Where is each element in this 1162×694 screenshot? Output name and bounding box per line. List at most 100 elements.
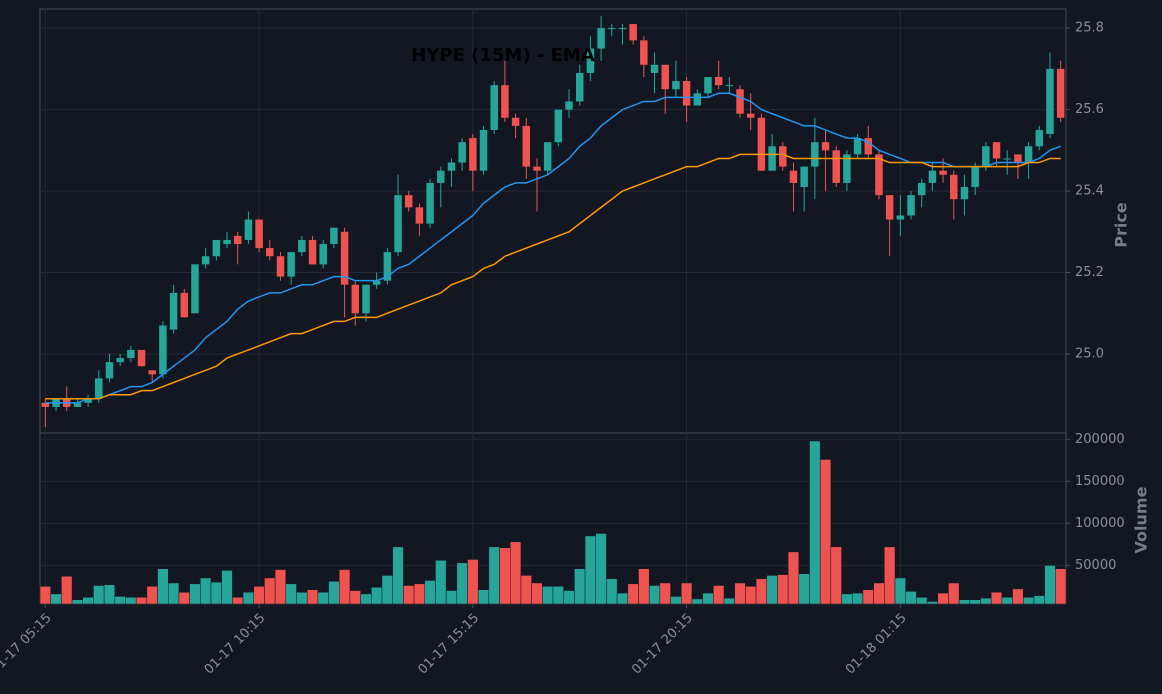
volume-bar: [520, 575, 532, 605]
candle-body: [276, 256, 285, 277]
volume-bar: [242, 591, 254, 605]
y-tick-label: 25.2: [1075, 265, 1104, 280]
volume-bar: [424, 580, 436, 605]
volume-bar: [435, 560, 447, 605]
candle-body: [586, 48, 595, 73]
candle-body: [201, 256, 210, 265]
volume-bar: [1044, 565, 1056, 605]
candle-body: [105, 362, 114, 379]
volume-bar: [852, 592, 864, 605]
y-tick-label: 25.0: [1075, 346, 1104, 361]
volume-bar: [713, 585, 725, 605]
ema-line: [45, 92, 1061, 404]
candle-body: [640, 40, 648, 65]
candle-body: [511, 117, 520, 126]
volume-bar: [488, 546, 500, 605]
volume-bar: [82, 597, 94, 605]
x-tick-label: 01-17 10:15: [202, 611, 269, 678]
volume-bar: [702, 592, 714, 605]
volume-bar: [755, 578, 767, 605]
candle-body: [383, 252, 392, 281]
candle-body: [330, 227, 338, 245]
volume-bar: [467, 559, 479, 605]
volume-bar: [125, 597, 137, 605]
candle-body: [885, 195, 894, 220]
candle-body: [864, 138, 873, 155]
candle-body: [415, 207, 424, 224]
candle-body: [650, 64, 659, 73]
candle-body: [608, 28, 616, 30]
volume-bar: [499, 547, 511, 605]
volume-bar: [50, 593, 62, 605]
volume-bar: [146, 586, 158, 605]
volume-bar: [531, 582, 543, 605]
volume-bar: [777, 574, 789, 605]
volume-bar: [317, 591, 329, 605]
candle-body: [73, 402, 82, 407]
candle-body: [127, 349, 135, 359]
volume-bar: [349, 590, 361, 605]
candle-body: [137, 349, 146, 367]
candle-body: [982, 146, 990, 167]
volume-bar: [798, 573, 810, 605]
candle-body: [789, 170, 798, 183]
volume-bar: [232, 597, 244, 605]
volume-bar: [1012, 588, 1024, 605]
y-tick-label: 200000: [1075, 432, 1125, 447]
candle-body: [950, 174, 958, 200]
candle-body: [853, 138, 862, 155]
candle-body: [682, 81, 691, 106]
candle-body: [597, 28, 605, 49]
candle-body: [811, 142, 819, 167]
candle-body: [372, 280, 381, 285]
volume-bar: [61, 576, 73, 605]
candle-body: [575, 72, 584, 102]
candle-body: [746, 113, 755, 118]
candle-body: [180, 292, 189, 318]
candle-body: [84, 398, 92, 403]
volume-bar: [830, 546, 842, 605]
candle-body: [843, 154, 851, 183]
candle-body: [800, 166, 808, 187]
volume-bar: [178, 591, 190, 605]
volume-bar: [916, 597, 928, 605]
volume-bar: [1023, 597, 1035, 605]
candle-body: [832, 150, 840, 183]
candle-body: [95, 378, 103, 399]
candle-body: [308, 239, 317, 265]
candle-body: [148, 370, 156, 375]
candle-body: [693, 93, 702, 106]
volume-bar: [542, 586, 554, 605]
volume-bar: [745, 586, 757, 605]
candle-body: [458, 142, 466, 163]
volume-axis-label: Volume: [1132, 486, 1151, 553]
candle-body: [917, 182, 926, 196]
volume-bar: [734, 582, 746, 605]
volume-bar: [670, 596, 682, 605]
volume-bar: [274, 569, 287, 605]
candle-body: [533, 166, 541, 171]
candle-body: [41, 402, 50, 407]
candle-body: [116, 358, 124, 363]
volume-bar: [884, 546, 896, 605]
candle-body: [426, 182, 434, 224]
candle-body: [821, 142, 830, 151]
volume-bar: [766, 575, 778, 605]
volume-bar: [103, 584, 116, 605]
y-tick-label: 25.6: [1075, 102, 1104, 117]
candle-body: [779, 146, 787, 167]
candle-body: [939, 170, 947, 175]
volume-bar: [445, 590, 458, 605]
volume-bar: [168, 582, 180, 605]
candle-body: [191, 264, 199, 314]
x-tick-label: 01-17 20:15: [629, 611, 696, 678]
y-tick-label: 150000: [1075, 474, 1125, 489]
volume-bar: [552, 586, 564, 605]
volume-bar: [926, 601, 938, 605]
volume-bar: [200, 577, 212, 605]
candle-body: [319, 244, 327, 265]
volume-bar: [306, 589, 319, 605]
candle-body: [437, 170, 445, 183]
x-tick-label: 01-17 15:15: [415, 611, 482, 678]
volume-bar: [563, 590, 575, 605]
